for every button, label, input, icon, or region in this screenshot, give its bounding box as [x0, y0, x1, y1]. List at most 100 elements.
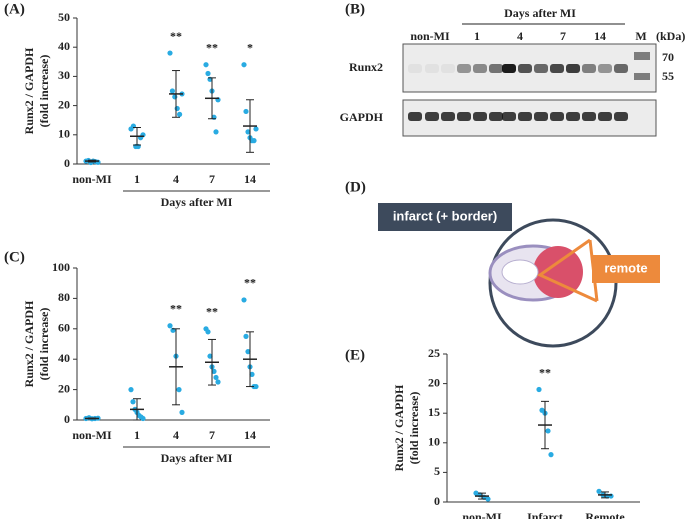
band: [425, 64, 439, 73]
band: [441, 64, 455, 73]
marker-label: 55: [662, 69, 674, 83]
infarct-box: [378, 203, 512, 231]
band: [534, 112, 548, 121]
annotation: **: [244, 276, 256, 290]
x-tick-label: Remote: [585, 510, 625, 519]
panel-label: (D): [345, 179, 366, 195]
x-tick-label: 1: [134, 172, 140, 186]
y-tick-label: 20: [58, 97, 70, 111]
lane-label: 1: [474, 29, 480, 43]
lane-label: 14: [594, 29, 606, 43]
x-tick-label: 7: [209, 428, 215, 442]
data-point: [205, 329, 211, 335]
data-point: [243, 333, 249, 339]
band: [534, 64, 548, 73]
unit: (kDa): [656, 29, 685, 43]
band: [582, 112, 596, 121]
panel-label: (E): [345, 347, 365, 363]
y-axis-label: Runx2 / GAPDH: [22, 47, 36, 134]
band: [425, 112, 439, 121]
y-tick-label: 0: [434, 494, 440, 508]
annotation: **: [206, 40, 218, 54]
data-point: [596, 488, 602, 494]
data-point: [473, 490, 479, 496]
data-point: [241, 297, 247, 303]
data-point: [545, 428, 551, 434]
band: [566, 64, 580, 73]
y-tick-label: 30: [58, 68, 70, 82]
x-tick-label: non-MI: [462, 510, 502, 519]
panel-label: (C): [4, 249, 25, 265]
y-axis-label: Runx2 / GAPDH: [392, 384, 406, 471]
band: [441, 112, 455, 121]
band: [566, 112, 580, 121]
band: [550, 112, 564, 121]
y-tick-label: 40: [58, 39, 70, 53]
y-tick-label: 5: [434, 464, 440, 478]
y-tick-label: 15: [428, 405, 440, 419]
blot: Days after MI non-MI 1 4 7 14 M (kDa) Ru…: [340, 6, 685, 137]
x-tick-label: 14: [244, 172, 256, 186]
band: [518, 112, 532, 121]
data-point: [177, 111, 183, 117]
data-point: [172, 94, 178, 100]
data-point: [548, 452, 554, 458]
lane-label: M: [635, 29, 646, 43]
band: [634, 52, 650, 60]
data-point: [243, 108, 249, 115]
data-point: [251, 138, 257, 144]
infarct-area: [533, 246, 583, 298]
y-tick-label: 100: [52, 260, 70, 274]
annotation: **: [206, 305, 218, 319]
y-tick-label: 20: [428, 375, 440, 389]
y-tick-label: 0: [64, 156, 70, 170]
lane-label: 4: [517, 29, 523, 43]
x-tick-label: 4: [173, 428, 179, 442]
x-tick-label: 4: [173, 172, 179, 186]
band: [614, 64, 628, 73]
band: [502, 64, 516, 73]
data-point: [215, 379, 221, 385]
data-point: [140, 415, 146, 422]
data-point: [245, 129, 251, 135]
band: [473, 112, 487, 121]
data-point: [536, 386, 542, 393]
data-point: [169, 88, 175, 94]
data-point: [167, 323, 173, 329]
y-axis-label: (fold increase): [37, 55, 51, 128]
data-point: [213, 129, 219, 135]
annotation: **: [170, 302, 182, 316]
y-axis-label: (fold increase): [407, 392, 421, 465]
y-tick-label: 80: [58, 290, 70, 304]
band: [614, 112, 628, 121]
row-label: Runx2: [349, 60, 383, 74]
band: [550, 64, 564, 73]
data-point: [130, 399, 136, 405]
data-point: [241, 62, 247, 68]
x-tick-label: non-MI: [72, 172, 112, 186]
data-point: [207, 353, 213, 359]
y-axis-label: Runx2 / GAPDH: [22, 300, 36, 387]
y-tick-label: 10: [428, 435, 440, 449]
band: [598, 64, 612, 73]
panel-label: (A): [4, 1, 25, 17]
band: [502, 112, 516, 121]
remote-label: remote: [604, 260, 647, 275]
x-tick-label: 14: [244, 428, 256, 442]
annotation: **: [170, 29, 182, 43]
data-point: [253, 383, 259, 390]
band: [489, 64, 503, 73]
panel-label: (B): [345, 1, 365, 17]
annotation: **: [539, 365, 551, 379]
band: [582, 64, 596, 73]
data-point: [128, 387, 134, 393]
data-point: [253, 126, 259, 132]
marker-label: 70: [662, 50, 674, 64]
data-point: [249, 371, 255, 377]
band: [408, 112, 422, 121]
lumen: [501, 259, 539, 285]
y-tick-label: 25: [428, 346, 440, 360]
y-tick-label: 20: [58, 381, 70, 395]
band: [489, 112, 503, 121]
